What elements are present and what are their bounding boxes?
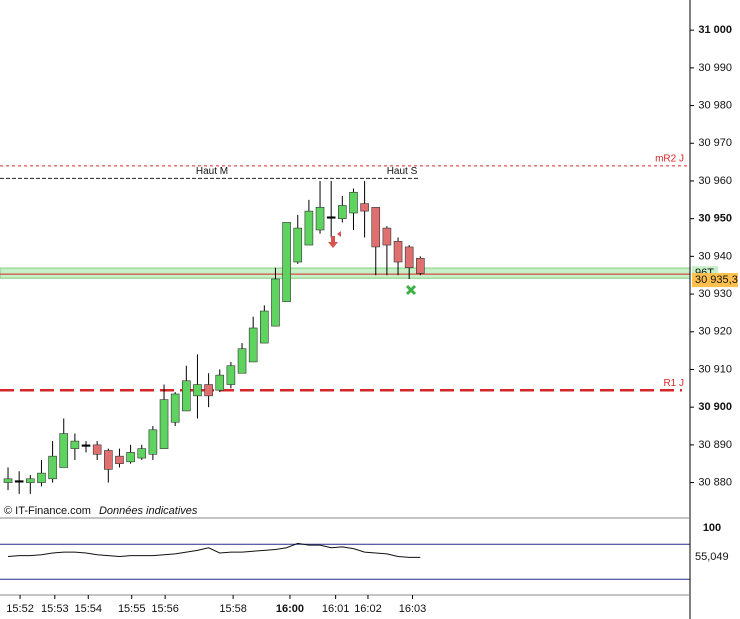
price-tag — [692, 273, 738, 288]
exit-signal — [405, 284, 417, 296]
candle-body — [215, 374, 225, 391]
y-tick-label: 30 990 — [698, 62, 732, 74]
y-tick-label: 30 970 — [698, 137, 732, 149]
indicator-line — [7, 542, 421, 558]
candle-body — [126, 452, 135, 463]
candle-body — [3, 478, 13, 483]
y-tick-label: 30 980 — [698, 99, 732, 111]
candle-body — [81, 444, 91, 447]
candle-body — [226, 365, 236, 385]
level-label: R1 J — [663, 378, 684, 389]
x-tick-label: 15:52 — [6, 603, 34, 615]
candle-body — [293, 227, 303, 263]
candle-body — [315, 207, 325, 231]
candle-body — [248, 327, 258, 363]
source-text: © IT-Finance.com — [4, 505, 91, 517]
x-tick-label: 16:02 — [354, 603, 382, 615]
price-tag-label: 30 935,3 — [695, 274, 738, 286]
y-tick-label: 30 890 — [698, 439, 732, 451]
y-tick-label: 30 880 — [698, 476, 732, 488]
x-tick-label: 15:56 — [151, 603, 179, 615]
sell-signal — [328, 236, 338, 248]
candle-body — [393, 240, 403, 263]
candle-body — [70, 440, 80, 449]
y-tick-label: 30 920 — [698, 326, 732, 338]
candle-body — [14, 480, 24, 483]
candle-body — [92, 444, 102, 455]
candle-body — [326, 216, 336, 219]
y-tick-label: 30 950 — [698, 213, 732, 225]
candle-body — [170, 393, 180, 423]
x-tick-label: 16:03 — [399, 603, 427, 615]
candle-body — [37, 472, 46, 483]
candle-body — [371, 207, 381, 248]
x-tick-label: 15:54 — [74, 603, 102, 615]
y-tick-label: 30 960 — [698, 175, 732, 187]
candle-body — [137, 448, 147, 459]
x-tick-label: 15:58 — [219, 603, 247, 615]
candle-body — [237, 348, 247, 374]
candle-body — [338, 205, 347, 219]
candle-body — [304, 210, 314, 246]
candle-body — [104, 450, 113, 470]
candle-body — [48, 455, 57, 480]
candle-body — [260, 310, 269, 344]
candle-body — [271, 278, 280, 327]
candle-body — [404, 246, 414, 268]
y-tick-label: 31 000 — [698, 24, 732, 36]
level-label: mR2 J — [655, 154, 684, 165]
candle-body — [193, 384, 202, 397]
candle-body — [416, 257, 425, 274]
candle-body — [26, 478, 35, 483]
candle-body — [204, 384, 213, 397]
candle-body — [349, 191, 358, 214]
candle-body — [115, 455, 124, 465]
value-label: 55,049 — [695, 551, 729, 563]
candle-body — [282, 222, 291, 302]
y-tick-label: 30 900 — [698, 401, 732, 413]
value-tag — [692, 550, 736, 565]
candle-body — [59, 433, 69, 468]
y-tick-label: 30 930 — [698, 288, 732, 300]
y-tick-label: 30 910 — [698, 363, 732, 375]
candle-body — [159, 399, 169, 449]
x-tick-label: 15:53 — [41, 603, 69, 615]
x-tick-label: 15:55 — [118, 603, 146, 615]
candle-body — [360, 203, 369, 212]
sell-signal — [337, 231, 341, 237]
support-zone — [0, 267, 691, 279]
y-tick-label: 100 — [703, 522, 721, 534]
candle-body — [382, 227, 392, 246]
level-label: Haut M — [196, 166, 228, 177]
note: Données indicatives — [99, 505, 198, 517]
level-label: Haut S — [387, 166, 418, 177]
candle-body — [182, 380, 191, 412]
source: © IT-Finance.com Données indicatives — [4, 505, 198, 517]
candle-body — [148, 429, 158, 455]
y-tick-label: 30 940 — [698, 250, 732, 262]
x-tick-label: 16:01 — [322, 603, 350, 615]
x-tick-label: 16:00 — [276, 603, 304, 615]
